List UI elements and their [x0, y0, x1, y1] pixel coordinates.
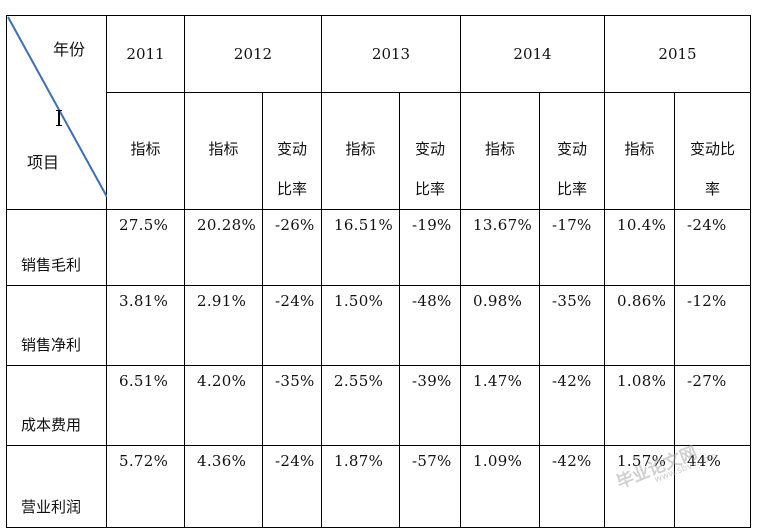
value-cell: -26% — [262, 209, 322, 286]
value-cell: 5.72% — [106, 445, 185, 528]
value-cell: -27% — [674, 365, 751, 446]
value-cell: 44% — [674, 445, 751, 528]
year-header-2014: 2014 — [460, 15, 605, 93]
sub-header-change-ratio: 变动比率 — [674, 92, 751, 210]
corner-year-label: 年份 — [53, 40, 86, 59]
value-cell: -12% — [674, 285, 751, 366]
sub-header-change-line1: 变动 — [556, 140, 587, 158]
sub-header-change-line1: 变动比 — [689, 140, 735, 158]
value-cell: 4.20% — [184, 365, 263, 446]
year-header-2013: 2013 — [321, 15, 461, 93]
row-label: 成本费用 — [6, 365, 107, 446]
value-cell: 10.4% — [604, 209, 675, 286]
value-cell: -39% — [399, 365, 461, 446]
value-cell: -24% — [262, 445, 322, 528]
value-cell: -42% — [539, 445, 605, 528]
sub-header-indicator: 指标 — [460, 92, 540, 210]
value-cell: -57% — [399, 445, 461, 528]
sub-header-change-line2: 率 — [704, 180, 720, 198]
value-cell: 1.09% — [460, 445, 540, 528]
value-cell: 27.5% — [106, 209, 185, 286]
value-cell: 20.28% — [184, 209, 263, 286]
year-header-2011: 2011 — [106, 15, 185, 93]
value-cell: -24% — [262, 285, 322, 366]
value-cell: -24% — [674, 209, 751, 286]
value-cell: 16.51% — [321, 209, 400, 286]
value-cell: 1.47% — [460, 365, 540, 446]
sub-header-change-line2: 比率 — [276, 180, 307, 198]
sub-header-indicator: 指标 — [321, 92, 400, 210]
value-cell: -35% — [262, 365, 322, 446]
corner-item-label: 项目 — [27, 153, 60, 172]
sub-header-change-line2: 比率 — [414, 180, 445, 198]
value-cell: 4.36% — [184, 445, 263, 528]
table-row: 成本费用 6.51% 4.20% -35% 2.55% -39% 1.47% -… — [6, 365, 751, 446]
sub-header-indicator: 指标 — [184, 92, 263, 210]
value-cell: 2.91% — [184, 285, 263, 366]
value-cell: 13.67% — [460, 209, 540, 286]
value-cell: -35% — [539, 285, 605, 366]
value-cell: -48% — [399, 285, 461, 366]
diagonal-divider — [7, 16, 107, 197]
value-cell: -42% — [539, 365, 605, 446]
value-cell: -19% — [399, 209, 461, 286]
row-label: 销售毛利 — [6, 209, 107, 286]
value-cell: 1.87% — [321, 445, 400, 528]
value-cell: 0.98% — [460, 285, 540, 366]
value-cell: 1.08% — [604, 365, 675, 446]
sub-header-change-line1: 变动 — [276, 140, 307, 158]
sub-header-change-line1: 变动 — [414, 140, 445, 158]
table-row: 营业利润 5.72% 4.36% -24% 1.87% -57% 1.09% -… — [6, 445, 751, 528]
value-cell: 6.51% — [106, 365, 185, 446]
value-cell: -17% — [539, 209, 605, 286]
sub-header-change-ratio: 变动比率 — [539, 92, 605, 210]
sub-header-change-ratio: 变动比率 — [262, 92, 322, 210]
value-cell: 1.50% — [321, 285, 400, 366]
row-label: 营业利润 — [6, 445, 107, 528]
text-cursor-icon — [56, 110, 62, 126]
table-row: 销售毛利 27.5% 20.28% -26% 16.51% -19% 13.67… — [6, 209, 751, 286]
value-cell: 3.81% — [106, 285, 185, 366]
ratio-table: 年份 项目 2011 2012 2013 2014 2015 指标 指标 变动比… — [6, 15, 751, 528]
table-row: 销售净利 3.81% 2.91% -24% 1.50% -48% 0.98% -… — [6, 285, 751, 366]
value-cell: 2.55% — [321, 365, 400, 446]
sub-header-change-ratio: 变动比率 — [399, 92, 461, 210]
row-label: 销售净利 — [6, 285, 107, 366]
sub-header-indicator: 指标 — [106, 92, 185, 210]
year-header-2012: 2012 — [184, 15, 322, 93]
corner-header-cell: 年份 项目 — [6, 15, 107, 210]
sub-header-change-line2: 比率 — [556, 180, 587, 198]
sub-header-indicator: 指标 — [604, 92, 675, 210]
year-header-2015: 2015 — [604, 15, 751, 93]
value-cell: 0.86% — [604, 285, 675, 366]
